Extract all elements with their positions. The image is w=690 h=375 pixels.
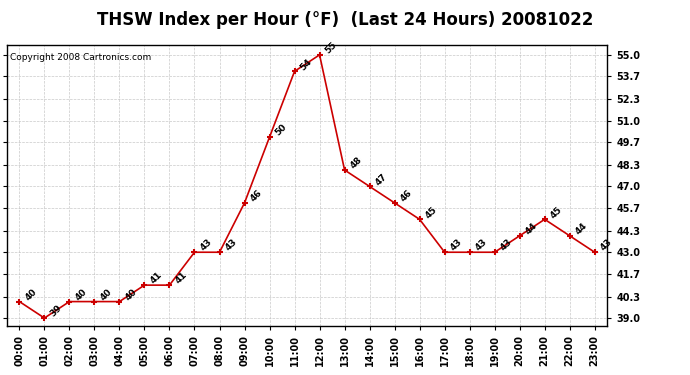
Text: 41: 41 — [174, 270, 189, 286]
Text: 40: 40 — [124, 287, 139, 302]
Text: 45: 45 — [549, 205, 564, 220]
Text: 43: 43 — [599, 237, 614, 253]
Text: Copyright 2008 Cartronics.com: Copyright 2008 Cartronics.com — [10, 54, 151, 62]
Text: 44: 44 — [524, 221, 539, 236]
Text: THSW Index per Hour (°F)  (Last 24 Hours) 20081022: THSW Index per Hour (°F) (Last 24 Hours)… — [97, 11, 593, 29]
Text: 43: 43 — [224, 237, 239, 253]
Text: 43: 43 — [499, 237, 514, 253]
Text: 50: 50 — [274, 123, 289, 138]
Text: 46: 46 — [248, 188, 264, 204]
Text: 40: 40 — [99, 287, 114, 302]
Text: 54: 54 — [299, 57, 314, 72]
Text: 40: 40 — [74, 287, 89, 302]
Text: 46: 46 — [399, 188, 414, 204]
Text: 47: 47 — [374, 172, 389, 187]
Text: 43: 43 — [199, 237, 214, 253]
Text: 44: 44 — [574, 221, 589, 236]
Text: 48: 48 — [348, 155, 364, 171]
Text: 39: 39 — [48, 303, 64, 319]
Text: 43: 43 — [448, 237, 464, 253]
Text: 45: 45 — [424, 205, 439, 220]
Text: 55: 55 — [324, 40, 339, 56]
Text: 43: 43 — [474, 237, 489, 253]
Text: 40: 40 — [23, 287, 39, 302]
Text: 41: 41 — [148, 270, 164, 286]
